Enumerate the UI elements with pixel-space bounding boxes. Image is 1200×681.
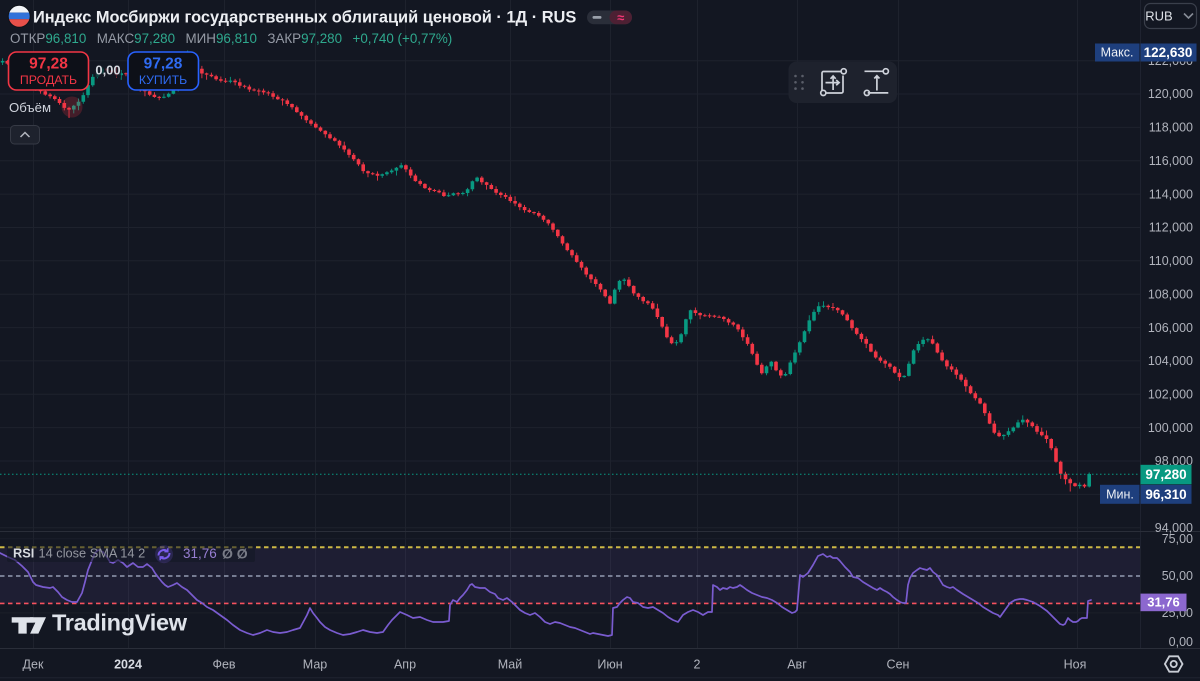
svg-text:106,000: 106,000 [1148, 321, 1193, 335]
svg-text:Мар: Мар [303, 658, 328, 672]
svg-text:2: 2 [694, 658, 701, 672]
svg-text:31,76: 31,76 [183, 546, 217, 561]
svg-text:120,000: 120,000 [1148, 87, 1193, 101]
svg-text:Объём: Объём [9, 100, 51, 115]
svg-text:97,28: 97,28 [29, 56, 68, 73]
svg-text:112,000: 112,000 [1149, 221, 1193, 235]
svg-text:ОТКР96,810 МАКС97,280 МИН96,: ОТКР96,810 МАКС97,280 МИН96,810 ЗАКР97,2… [10, 31, 452, 46]
svg-text:116,000: 116,000 [1149, 154, 1193, 168]
svg-text:75,00: 75,00 [1162, 532, 1193, 546]
svg-text:RSI: RSI [13, 546, 34, 561]
svg-text:≈: ≈ [617, 10, 624, 25]
svg-text:Сен: Сен [887, 658, 910, 672]
svg-text:14 close SMA 14 2: 14 close SMA 14 2 [39, 546, 146, 561]
svg-text:104,000: 104,000 [1148, 354, 1193, 368]
svg-text:Апр: Апр [394, 658, 416, 672]
svg-text:114,000: 114,000 [1149, 187, 1193, 201]
svg-text:Ноя: Ноя [1064, 658, 1087, 672]
svg-text:0,00: 0,00 [95, 63, 120, 78]
svg-text:50,00: 50,00 [1162, 569, 1193, 583]
svg-text:102,000: 102,000 [1148, 388, 1193, 402]
svg-text:122,630: 122,630 [1144, 45, 1193, 60]
svg-text:31,76: 31,76 [1147, 595, 1180, 610]
svg-text:96,310: 96,310 [1145, 487, 1186, 502]
svg-text:Дек: Дек [23, 658, 44, 672]
svg-text:ПРОДАТЬ: ПРОДАТЬ [20, 73, 77, 87]
svg-text:Мин.: Мин. [1106, 488, 1134, 502]
svg-text:Макс.: Макс. [1101, 46, 1134, 60]
svg-text:Авг: Авг [787, 658, 807, 672]
svg-text:TradingView: TradingView [52, 610, 188, 636]
svg-text:Индекс Мосбиржи государственны: Индекс Мосбиржи государственных облигаци… [33, 9, 576, 27]
svg-text:Фев: Фев [212, 658, 235, 672]
svg-text:97,28: 97,28 [144, 56, 183, 73]
svg-text:Май: Май [498, 658, 523, 672]
svg-text:110,000: 110,000 [1149, 254, 1193, 268]
svg-text:0,00: 0,00 [1169, 635, 1193, 649]
svg-text:Ø Ø: Ø Ø [222, 546, 248, 562]
svg-text:Июн: Июн [597, 658, 622, 672]
svg-text:98,000: 98,000 [1155, 454, 1193, 468]
svg-text:108,000: 108,000 [1148, 287, 1193, 301]
svg-text:2024: 2024 [114, 658, 142, 672]
svg-text:97,280: 97,280 [1145, 467, 1186, 482]
svg-text:94,000: 94,000 [1155, 521, 1193, 535]
svg-text:КУПИТЬ: КУПИТЬ [139, 73, 187, 87]
svg-text:118,000: 118,000 [1149, 121, 1193, 135]
svg-text:100,000: 100,000 [1148, 421, 1193, 435]
svg-text:RUB: RUB [1145, 9, 1172, 24]
